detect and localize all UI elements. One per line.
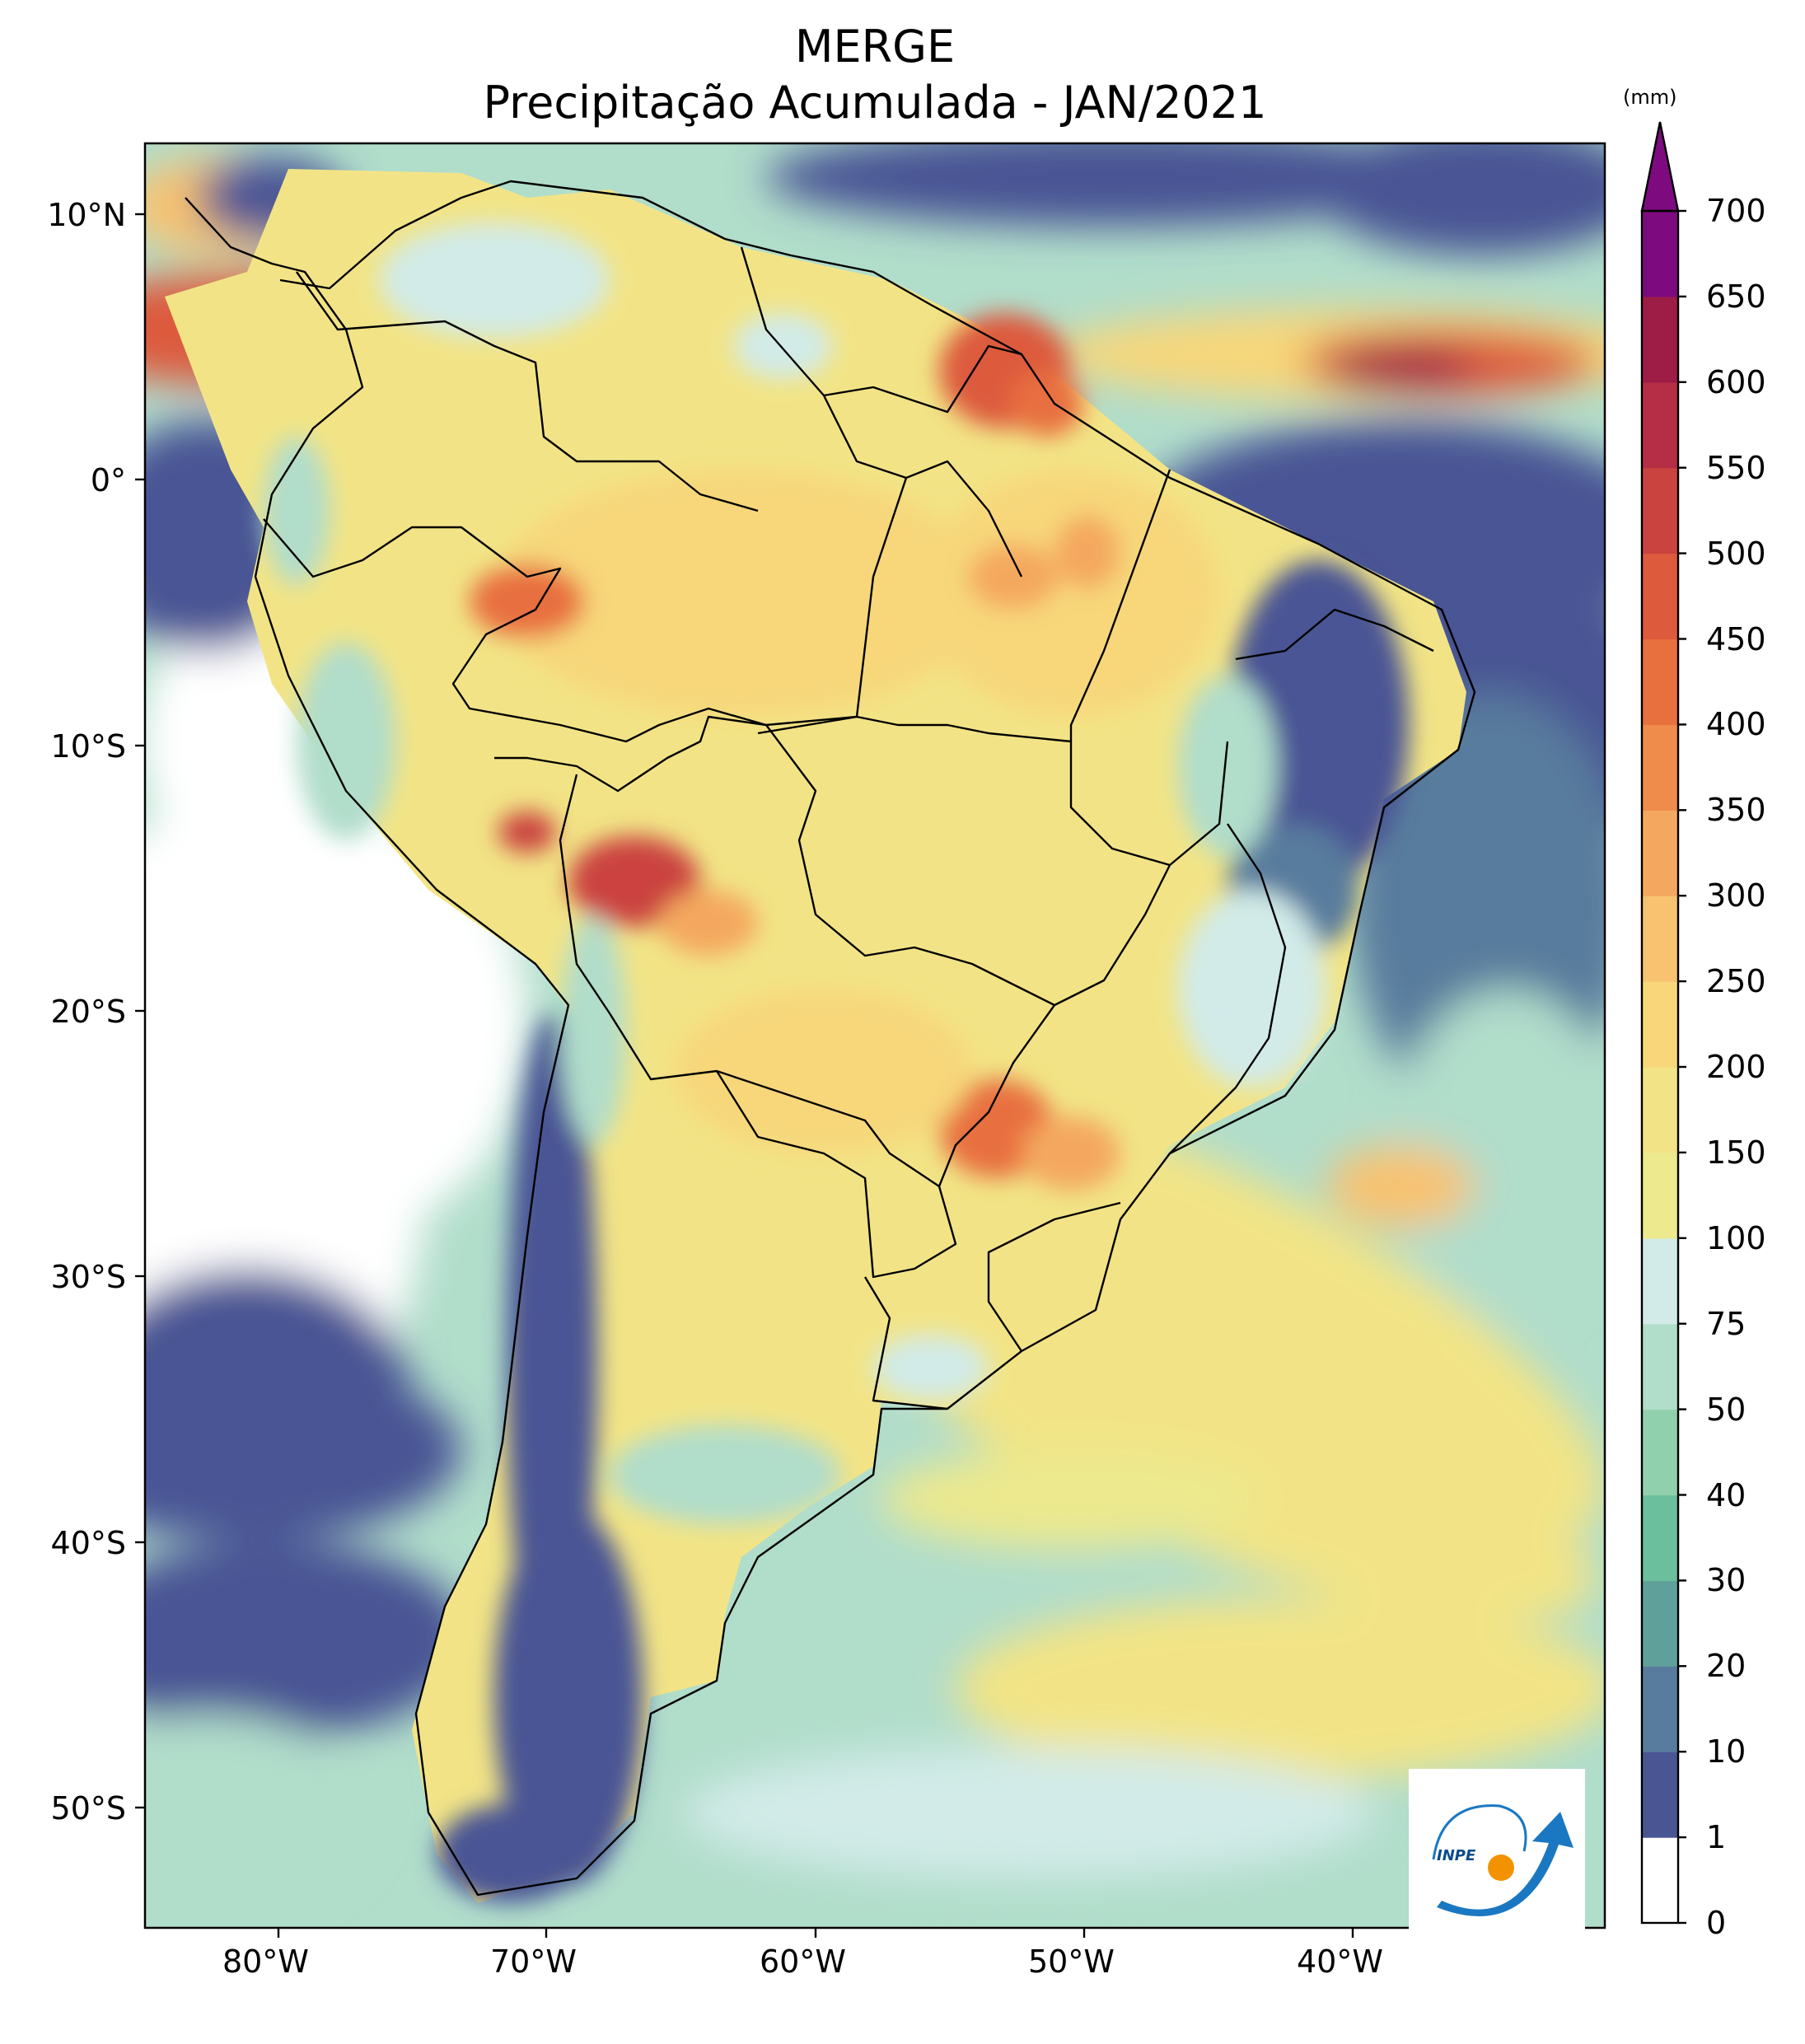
colorbar-segment (1642, 296, 1678, 383)
colorbar-extend-triangle (1640, 121, 1680, 213)
colorbar-segment (1642, 724, 1678, 811)
colorbar-label: 650 (1706, 278, 1766, 315)
map-subtitle: Precipitação Acumulada - JAN/2021 (483, 77, 1267, 129)
colorbar-label: 300 (1706, 877, 1766, 914)
colorbar-segment (1642, 1666, 1678, 1752)
colorbar-label: 550 (1706, 449, 1766, 486)
colorbar-label: 150 (1706, 1134, 1766, 1171)
colorbar-segment (1642, 1152, 1678, 1239)
colorbar-label: 200 (1706, 1049, 1766, 1085)
lon-tick-label: 50°W (1028, 1943, 1115, 1980)
lon-tick-label: 80°W (222, 1943, 309, 1980)
colorbar-label: 1 (1706, 1819, 1727, 1856)
colorbar-segment (1642, 211, 1678, 297)
colorbar-label: 50 (1706, 1391, 1747, 1428)
colorbar-segment (1642, 1752, 1678, 1838)
colorbar-label: 500 (1706, 535, 1766, 572)
colorbar-segment (1642, 896, 1678, 982)
colorbar-label: 0 (1706, 1905, 1727, 1941)
lat-tick-label: 30°S (50, 1259, 126, 1295)
colorbar-segment (1642, 638, 1678, 725)
colorbar-label: 250 (1706, 963, 1766, 1000)
colorbar-label: 20 (1706, 1648, 1747, 1685)
lat-tick-label: 50°S (50, 1790, 126, 1827)
colorbar-segment (1642, 981, 1678, 1068)
map-title: MERGE (794, 21, 956, 72)
colorbar-segment (1642, 1580, 1678, 1667)
colorbar-label: 350 (1706, 792, 1766, 829)
colorbar-label: 100 (1706, 1219, 1766, 1256)
map-frame (143, 142, 1606, 1929)
lat-tick-label: 10°N (47, 197, 126, 233)
colorbar-segment (1642, 1237, 1678, 1325)
lat-tick-label: 20°S (50, 994, 126, 1030)
colorbar-segment (1642, 1067, 1678, 1153)
colorbar-segment (1642, 467, 1678, 554)
colorbar-segment (1642, 381, 1678, 469)
colorbar-segment (1642, 1323, 1678, 1410)
inpe-logo-icon (1432, 1804, 1574, 1917)
lon-tick-label: 70°W (490, 1943, 577, 1980)
colorbar-label: 700 (1706, 193, 1766, 229)
colorbar-label: 600 (1706, 363, 1766, 400)
colorbar-label: 75 (1706, 1305, 1747, 1342)
lon-tick-label: 40°W (1297, 1943, 1383, 1980)
colorbar-units: (mm) (1623, 86, 1677, 109)
colorbar-label: 400 (1706, 706, 1766, 743)
country-borders (185, 180, 1476, 1897)
lat-tick-label: 0° (90, 462, 126, 498)
precipitation-field (145, 143, 1605, 1928)
colorbar-label: 10 (1706, 1733, 1747, 1770)
colorbar-label: 450 (1706, 620, 1766, 657)
inpe-logo-text: INPE (1437, 1847, 1476, 1864)
colorbar (1640, 121, 1686, 1925)
colorbar-label: 30 (1706, 1562, 1747, 1599)
colorbar-label: 40 (1706, 1476, 1747, 1513)
lat-tick-label: 10°S (50, 728, 126, 765)
axis-ticks (135, 213, 1354, 1938)
colorbar-segment (1642, 1494, 1678, 1581)
colorbar-segment (1642, 1837, 1678, 1924)
colorbar-segment (1642, 553, 1678, 640)
colorbar-segment (1642, 810, 1678, 896)
inpe-logo: INPE (1409, 1769, 1585, 1940)
colorbar-segment (1642, 1409, 1678, 1496)
lon-tick-label: 60°W (760, 1943, 846, 1980)
lat-tick-label: 40°S (50, 1525, 126, 1561)
